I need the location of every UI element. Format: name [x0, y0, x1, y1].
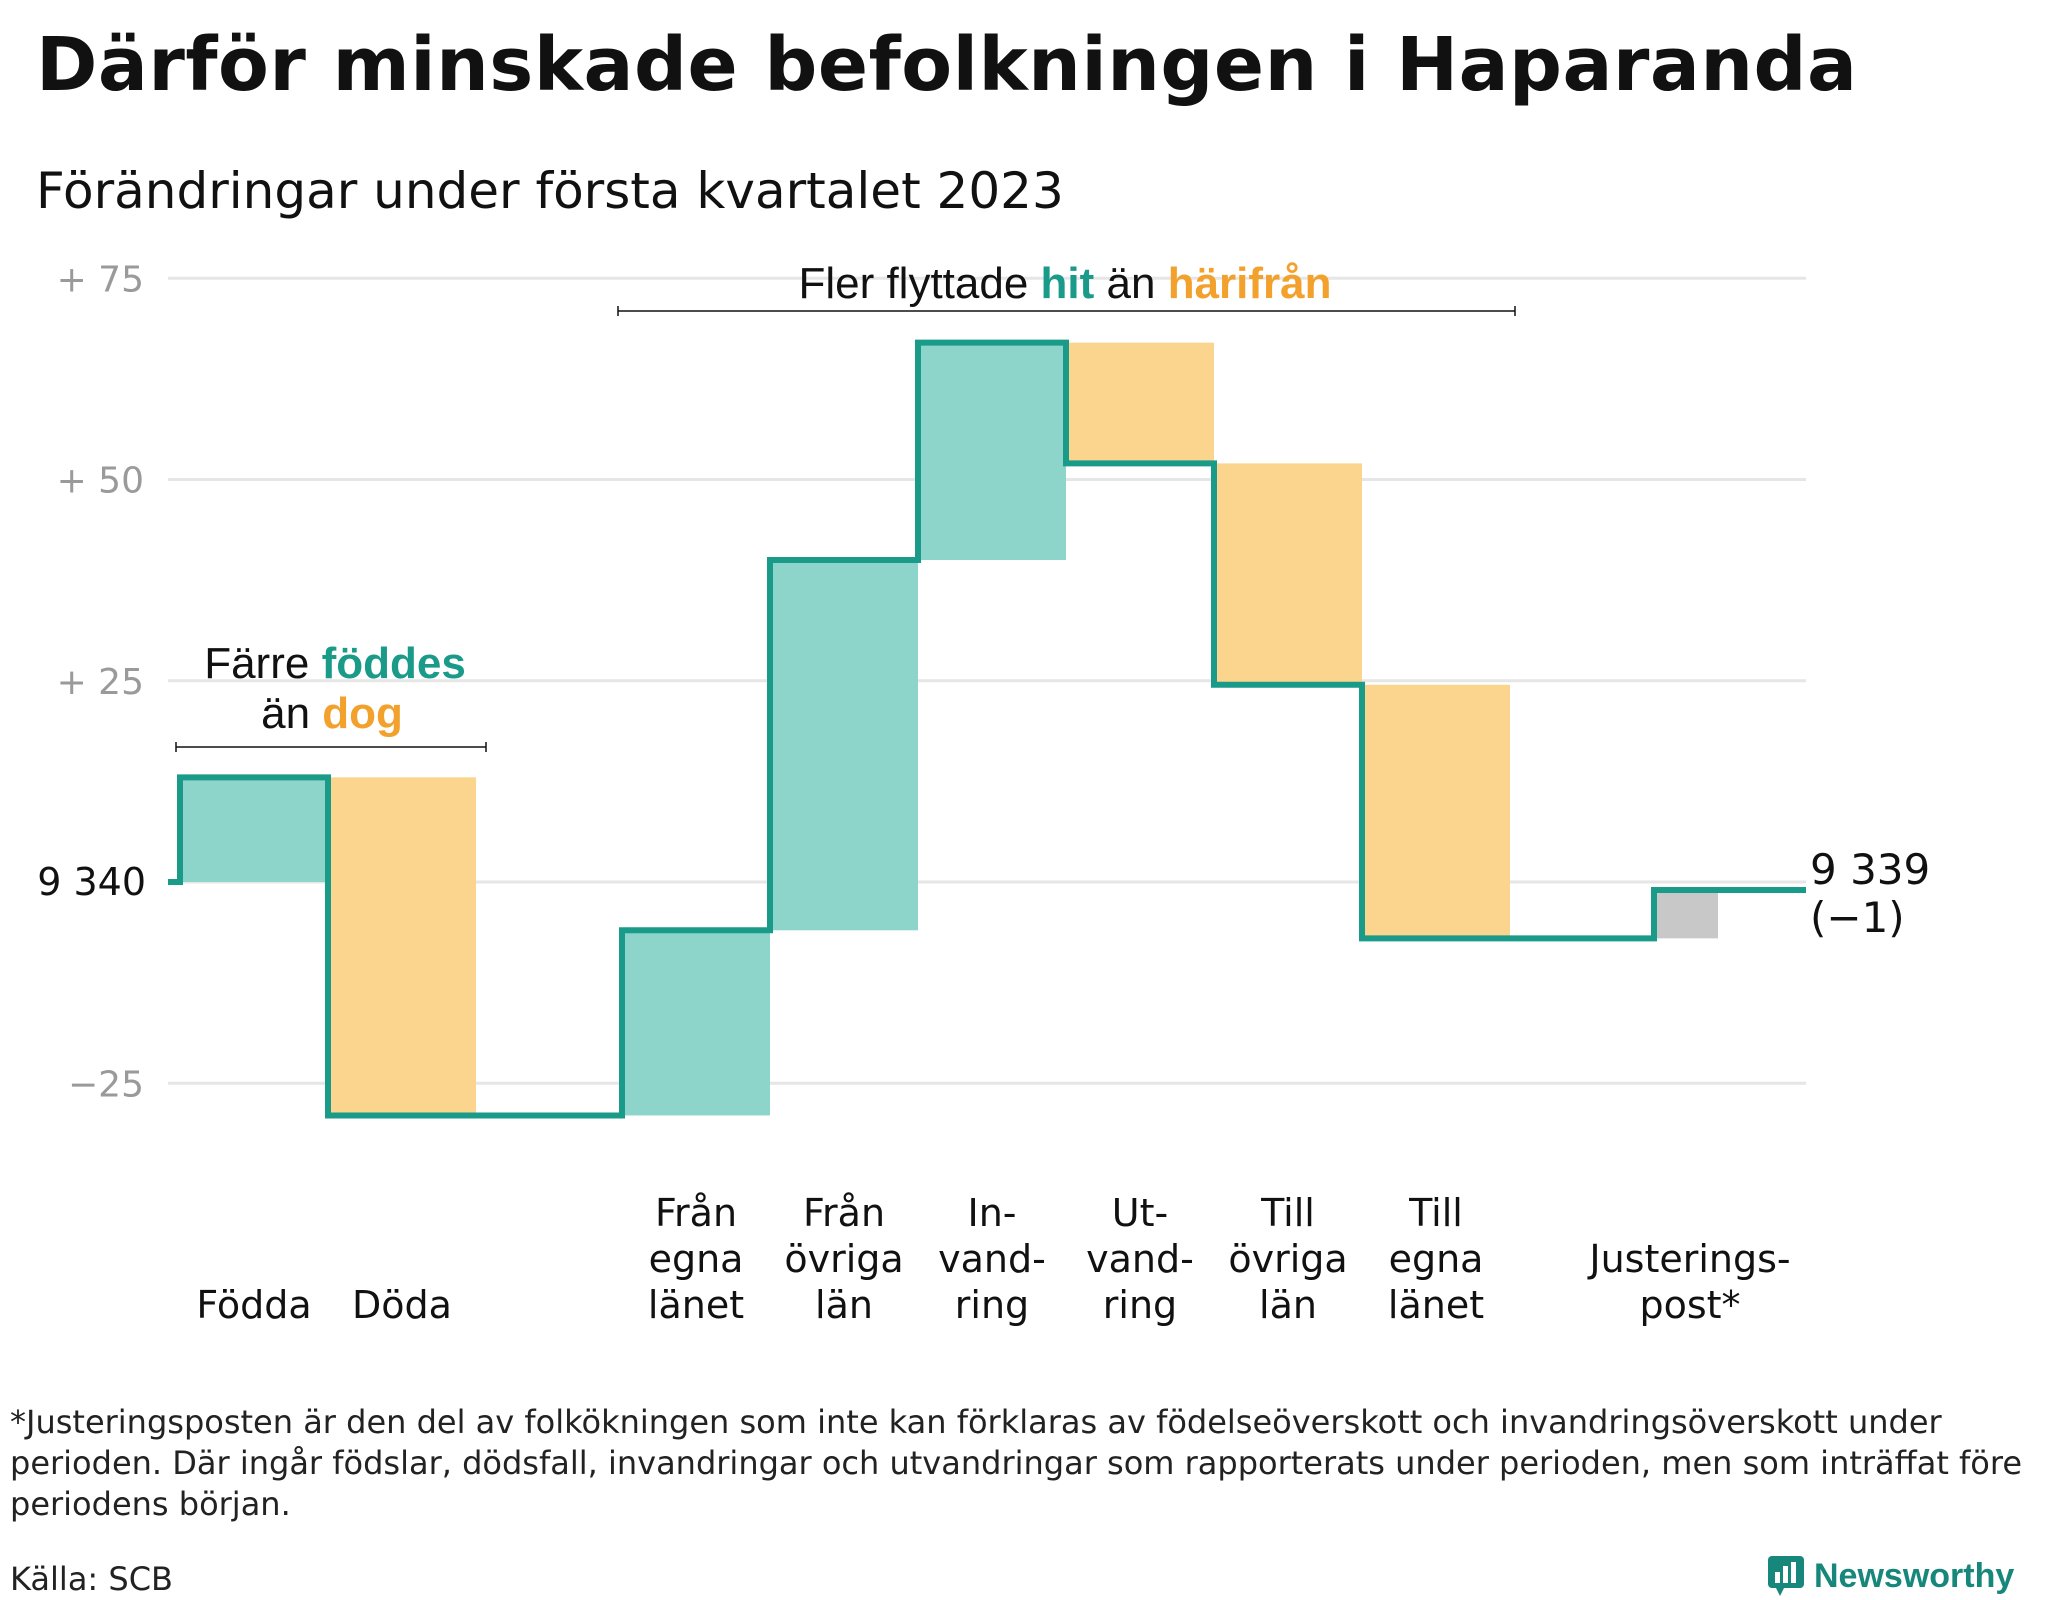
births-annotation-line1: Färre föddes: [204, 639, 466, 688]
category-label: Justerings-post*: [1587, 1237, 1790, 1327]
brand-logo: Newsworthy: [1768, 1556, 2014, 1596]
waterfall-bar: [1214, 463, 1362, 685]
waterfall-bar: [1362, 684, 1510, 939]
waterfall-bar: [1066, 342, 1214, 464]
waterfall-bar: [918, 342, 1066, 560]
waterfall-bar: [328, 777, 476, 1116]
end-value-label: 9 339: [1810, 845, 1930, 894]
y-tick-label: + 50: [57, 461, 144, 502]
line-layer: [168, 339, 1806, 1119]
category-label: Döda: [352, 1283, 452, 1327]
category-label: Till egna länet: [1388, 1191, 1484, 1327]
waterfall-bar: [180, 777, 328, 882]
category-label: In-vand-ring: [938, 1191, 1046, 1327]
category-label: Födda: [196, 1283, 311, 1327]
births-annotation: Färre föddes än dog: [175, 639, 487, 752]
waterfall-bar: [770, 560, 918, 931]
waterfall-chart: + 75 + 50 + 25 9 340 −25 Födda Döda Från egna lä…: [37, 259, 1930, 1327]
migration-bracket: [617, 306, 1516, 316]
chart-subtitle: Förändringar under första kvartalet 2023: [36, 162, 1064, 220]
category-label: Från övriga län: [784, 1191, 903, 1327]
brand-name: Newsworthy: [1814, 1556, 2015, 1595]
cumulative-step-line: [168, 339, 1806, 1119]
footnote: *Justeringsposten är den del av folkökni…: [10, 1403, 2023, 1523]
waterfall-bar: [1654, 890, 1718, 939]
y-tick-label: −25: [68, 1064, 144, 1105]
category-label: Från egna länet: [648, 1191, 744, 1327]
source-credit: Källa: SCB: [10, 1560, 173, 1598]
category-label: Till övriga län: [1228, 1191, 1347, 1327]
bar-layer: [180, 342, 1718, 1116]
y-tick-label: + 75: [57, 259, 144, 300]
migration-annotation: Fler flyttade hit än härifrån: [617, 259, 1516, 316]
category-label: Ut-vand-ring: [1086, 1191, 1194, 1327]
births-bracket: [175, 742, 487, 752]
y-tick-label: + 25: [57, 662, 144, 703]
migration-annotation-text: Fler flyttade hit än härifrån: [798, 259, 1331, 308]
chart-title: Därför minskade befolkningen i Haparanda: [36, 22, 1858, 108]
y-baseline-label: 9 340: [37, 860, 146, 904]
label-layer: Födda Döda Från egna länet Från övriga län In-va…: [196, 1191, 1790, 1327]
waterfall-bar: [622, 930, 770, 1116]
births-annotation-line2: än dog: [261, 689, 403, 738]
newsworthy-logo-icon: [1768, 1556, 1804, 1596]
end-change-label: (−1): [1810, 893, 1905, 942]
